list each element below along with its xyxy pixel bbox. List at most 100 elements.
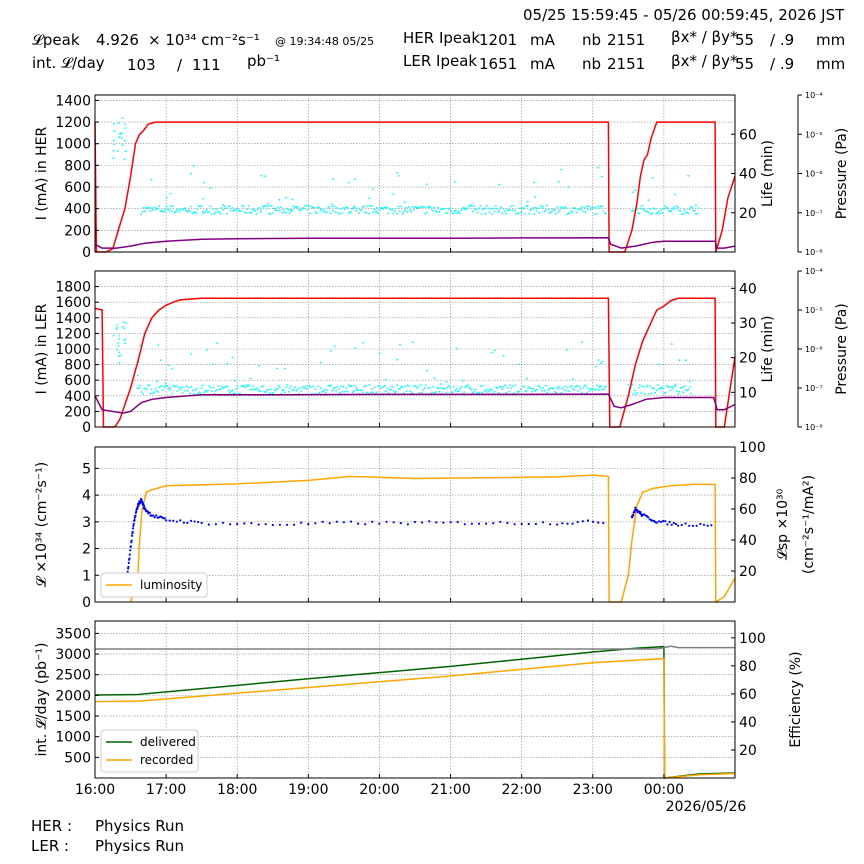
- pressure-point: [171, 210, 173, 213]
- pressure-point: [523, 385, 526, 388]
- pressure-point: [189, 209, 191, 212]
- pressure-point: [555, 213, 557, 215]
- specific-luminosity-point: [179, 519, 182, 522]
- pressure-point: [570, 210, 573, 212]
- y-tick-label: 2500: [55, 668, 91, 684]
- lpeak-label: 𝓛peak: [32, 31, 80, 49]
- pressure-point: [167, 387, 170, 390]
- pressure-point: [182, 208, 185, 211]
- pressure-point: [123, 327, 126, 330]
- pressure-point: [116, 348, 118, 351]
- y2-axis-label: Efficiency (%): [788, 651, 804, 747]
- pressure-point: [658, 363, 660, 366]
- pressure-point: [406, 211, 409, 213]
- pressure-point: [654, 208, 656, 211]
- pressure-point: [453, 180, 456, 183]
- pressure-point: [691, 206, 693, 209]
- pressure-point: [258, 206, 260, 209]
- pressure-point: [286, 384, 289, 386]
- pressure-point: [668, 385, 671, 388]
- specific-luminosity-point: [632, 514, 635, 517]
- specific-luminosity-point: [541, 521, 545, 524]
- pressure-point: [554, 391, 556, 393]
- pressure-point: [538, 211, 541, 214]
- pressure-point: [144, 210, 147, 213]
- pressure-point: [647, 392, 650, 395]
- specific-luminosity-point: [659, 520, 663, 524]
- pressure-point: [139, 344, 142, 347]
- pressure-point: [549, 211, 552, 214]
- specific-luminosity-point: [165, 519, 168, 522]
- pressure-point: [646, 384, 649, 387]
- pressure-point: [306, 209, 309, 211]
- pressure-point: [281, 389, 284, 391]
- pressure-point: [317, 385, 319, 387]
- pressure-point: [587, 208, 589, 211]
- specific-luminosity-point: [236, 522, 239, 526]
- specific-luminosity-point: [349, 520, 353, 523]
- pressure-point: [597, 166, 600, 169]
- specific-luminosity-point: [140, 498, 143, 501]
- specific-luminosity-point: [314, 522, 317, 525]
- ler-run-label: LER :: [31, 837, 70, 855]
- lpeak-time: @ 19:34:48 05/25: [275, 35, 375, 48]
- pressure-point: [355, 386, 358, 389]
- x-tick-label: 21:00: [430, 782, 470, 798]
- pressure-point: [279, 206, 282, 209]
- pressure-point: [177, 208, 180, 211]
- pressure-point: [265, 208, 268, 210]
- pressure-point: [423, 206, 425, 209]
- specific-luminosity-point: [357, 522, 360, 525]
- pressure-point: [519, 207, 521, 210]
- x-tick-label: 19:00: [288, 782, 328, 798]
- specific-luminosity-point: [126, 570, 129, 573]
- pressure-point: [660, 208, 663, 211]
- specific-luminosity-point: [127, 565, 130, 569]
- pressure-point: [331, 203, 333, 205]
- pressure-point: [122, 321, 125, 324]
- pressure-point: [205, 390, 208, 393]
- pressure-point: [531, 390, 533, 393]
- specific-luminosity-point: [271, 523, 274, 527]
- pressure-point: [140, 213, 143, 216]
- pressure-point: [287, 209, 290, 211]
- beta-x-ler: 55: [735, 55, 755, 73]
- y-tick-label: 600: [64, 373, 91, 389]
- specific-luminosity-point: [197, 520, 200, 524]
- pressure-point: [496, 386, 499, 389]
- specific-luminosity-point: [168, 519, 171, 522]
- pressure-point: [560, 391, 563, 394]
- pressure-point: [598, 207, 601, 210]
- pressure-point: [671, 207, 674, 210]
- pressure-point: [417, 385, 419, 388]
- pressure-point: [249, 388, 252, 391]
- pressure-point: [482, 208, 484, 211]
- pressure-point: [212, 386, 215, 389]
- pressure-point: [542, 205, 544, 208]
- pressure-point: [118, 335, 120, 337]
- y-tick-label: 600: [64, 180, 91, 196]
- pressure-point: [302, 207, 305, 210]
- pressure-point: [637, 212, 640, 214]
- pressure-point: [540, 387, 542, 390]
- her-run-status: Physics Run: [95, 817, 185, 835]
- pressure-point: [501, 212, 504, 215]
- pressure-point: [685, 359, 687, 362]
- pressure-point: [148, 206, 150, 208]
- y-tick-label: 1400: [55, 93, 91, 109]
- pressure-point: [396, 172, 399, 174]
- pressure-point: [203, 212, 205, 215]
- specific-luminosity-point: [428, 520, 431, 523]
- pressure-point: [493, 390, 496, 393]
- pressure-point: [258, 364, 261, 367]
- pressure-point: [238, 209, 241, 212]
- pressure-point: [277, 206, 280, 209]
- pressure-point: [318, 207, 320, 209]
- specific-luminosity-point: [677, 524, 680, 527]
- specific-luminosity-point: [153, 516, 156, 519]
- pressure-point: [181, 207, 184, 210]
- pressure-point: [598, 386, 601, 389]
- pressure-point: [636, 392, 639, 394]
- pressure-point: [337, 387, 340, 390]
- pressure-point: [457, 210, 460, 213]
